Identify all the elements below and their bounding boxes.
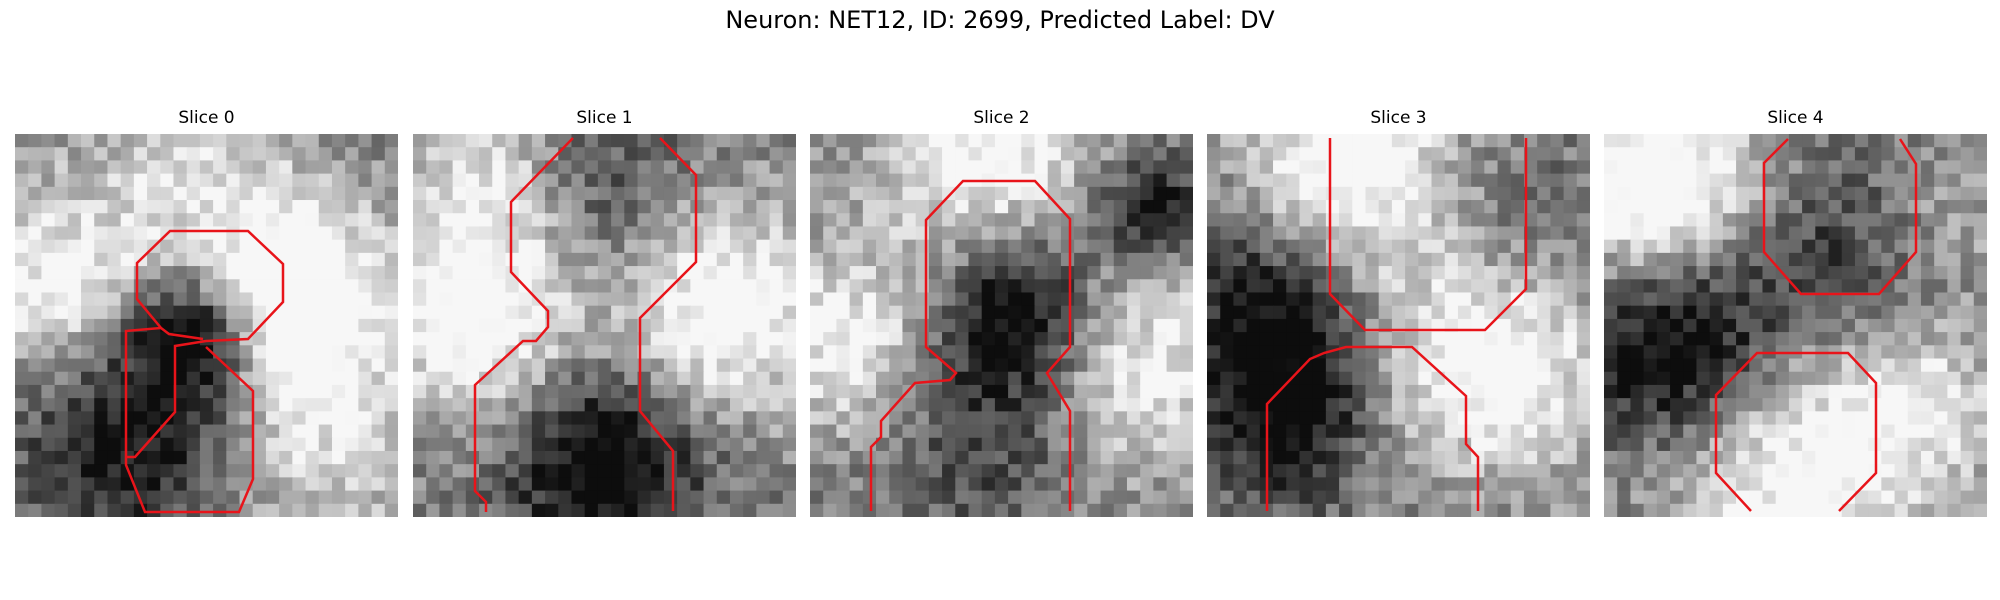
slice-image-1	[413, 134, 796, 517]
slice-title: Slice 1	[576, 108, 633, 128]
slice-title: Slice 3	[1370, 108, 1427, 128]
slice-panel-1: Slice 1	[413, 108, 796, 517]
slice-panel-2: Slice 2	[810, 108, 1193, 517]
contour-line	[1265, 345, 1480, 511]
slice-title: Slice 2	[973, 108, 1030, 128]
slice-image-0	[15, 134, 398, 517]
contour-line	[869, 179, 1072, 511]
contour-line	[1328, 138, 1528, 332]
figure-title: Neuron: NET12, ID: 2699, Predicted Label…	[725, 6, 1275, 34]
slice-image-3	[1207, 134, 1590, 517]
slice-panel-0: Slice 0	[15, 108, 398, 517]
contour-line	[473, 137, 574, 512]
contour-line	[160, 327, 204, 341]
contour-line	[124, 346, 255, 514]
slice-title: Slice 0	[178, 108, 235, 128]
contour-line	[1714, 351, 1878, 512]
contour-line	[1762, 138, 1918, 296]
slice-image-4	[1604, 134, 1987, 517]
slice-panel-3: Slice 3	[1207, 108, 1590, 517]
slice-image-2	[810, 134, 1193, 517]
contour-line	[124, 229, 285, 459]
slice-panel-4: Slice 4	[1604, 108, 1987, 517]
contour-line	[638, 137, 698, 511]
slice-title: Slice 4	[1767, 108, 1824, 128]
